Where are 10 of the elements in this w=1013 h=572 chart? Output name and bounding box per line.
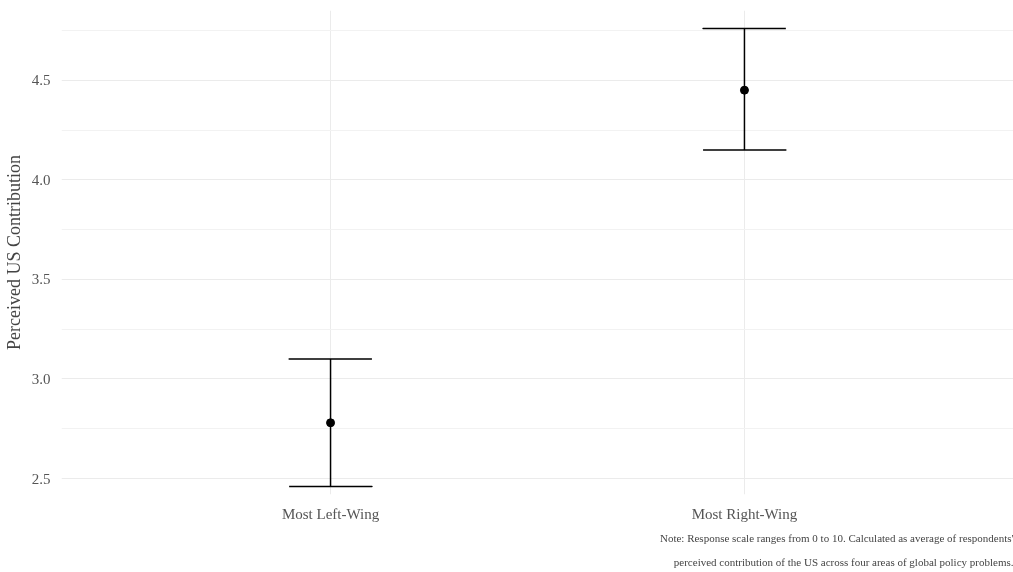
y-tick-label: 3.5 xyxy=(31,271,51,288)
y-tick-label: 4.0 xyxy=(31,171,51,188)
text: Note: Response scale ranges from 0 to 10. Calculated as average of respondents' xyxy=(659,531,1013,544)
y-tick-label: 4.5 xyxy=(31,72,51,89)
text: perceived contribution of the US across four areas of global policy problems. xyxy=(673,555,1013,568)
x-tick-label: Most Left-Wing xyxy=(281,505,380,522)
y-axis-title: Perceived US Contribution xyxy=(3,155,24,350)
y-tick-label: 2.5 xyxy=(31,470,51,487)
x-tick-label: Most Right-Wing xyxy=(691,505,798,522)
y-tick-label: 3.0 xyxy=(31,370,51,387)
